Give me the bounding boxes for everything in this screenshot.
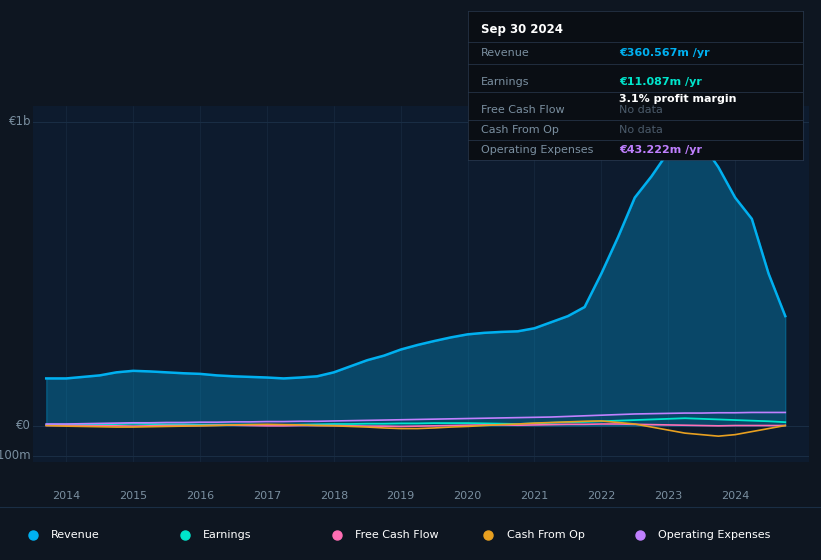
Text: Operating Expenses: Operating Expenses	[658, 530, 771, 540]
Text: 2024: 2024	[721, 491, 750, 501]
Text: Free Cash Flow: Free Cash Flow	[481, 105, 565, 115]
Text: No data: No data	[619, 125, 663, 135]
Text: 2017: 2017	[253, 491, 281, 501]
Text: 3.1% profit margin: 3.1% profit margin	[619, 94, 736, 104]
Text: 2014: 2014	[53, 491, 80, 501]
Text: 2015: 2015	[119, 491, 147, 501]
Text: 2019: 2019	[387, 491, 415, 501]
Text: Earnings: Earnings	[203, 530, 251, 540]
Text: Cash From Op: Cash From Op	[507, 530, 585, 540]
Text: -€100m: -€100m	[0, 450, 31, 463]
Text: €1b: €1b	[9, 115, 31, 128]
Text: 2022: 2022	[587, 491, 616, 501]
Text: No data: No data	[619, 105, 663, 115]
Text: 2018: 2018	[319, 491, 348, 501]
Text: 2016: 2016	[186, 491, 214, 501]
Text: Sep 30 2024: Sep 30 2024	[481, 22, 563, 35]
Text: 2020: 2020	[453, 491, 482, 501]
Text: €360.567m /yr: €360.567m /yr	[619, 48, 709, 58]
Text: €0: €0	[16, 419, 31, 432]
Text: Operating Expenses: Operating Expenses	[481, 145, 594, 155]
Text: €43.222m /yr: €43.222m /yr	[619, 145, 702, 155]
Text: 2021: 2021	[521, 491, 548, 501]
Text: Revenue: Revenue	[51, 530, 99, 540]
Text: Revenue: Revenue	[481, 48, 530, 58]
Text: 2023: 2023	[654, 491, 682, 501]
Text: €11.087m /yr: €11.087m /yr	[619, 77, 702, 87]
Text: Earnings: Earnings	[481, 77, 530, 87]
Text: Cash From Op: Cash From Op	[481, 125, 559, 135]
Text: Free Cash Flow: Free Cash Flow	[355, 530, 438, 540]
